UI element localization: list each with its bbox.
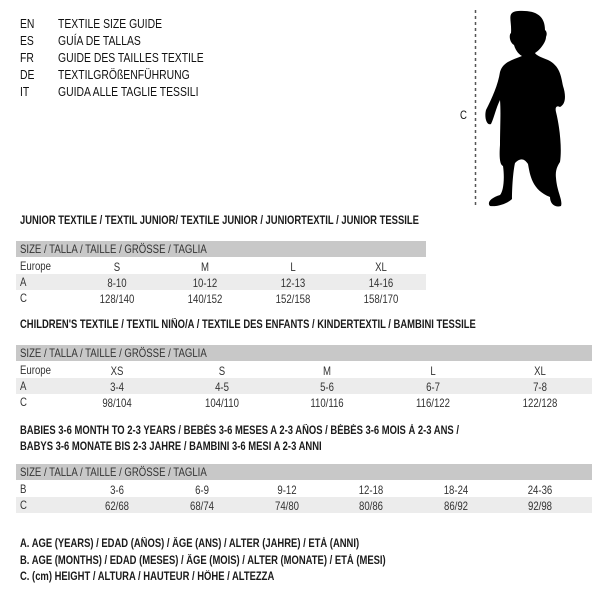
table-cell: 14-16: [368, 276, 394, 290]
table-cell: 3-4: [110, 380, 124, 394]
row-label: Europe: [20, 259, 51, 273]
table-cell: 92/98: [527, 499, 553, 513]
lang-code: EN: [20, 16, 35, 31]
table-cell: 62/68: [104, 499, 130, 513]
table-cell: 6-9: [195, 483, 209, 497]
table-row: A 3-4 4-5 5-6 6-7 7-8: [16, 378, 592, 394]
table-cell: 10-12: [192, 276, 218, 290]
lang-title: GUIDE DES TAILLES TEXTILE: [58, 50, 204, 65]
table-cell: 140/152: [187, 292, 223, 306]
table-cell: 5-6: [320, 380, 334, 394]
table-cell: 8-10: [107, 276, 127, 290]
table-header: SIZE / TALLA / TAILLE / GRÖSSE / TAGLIA: [16, 241, 426, 257]
lang-code: FR: [20, 50, 34, 65]
table-cell: 110/116: [310, 396, 344, 410]
row-label: B: [20, 482, 27, 496]
table-header: SIZE / TALLA / TAILLE / GRÖSSE / TAGLIA: [16, 464, 592, 480]
table-cell: XL: [375, 260, 387, 274]
table-row: Europe XS S M L XL: [16, 362, 592, 378]
table-cell: S: [113, 260, 121, 274]
lang-code: IT: [20, 84, 30, 99]
row-label: C: [20, 291, 27, 305]
table-cell: XS: [110, 364, 124, 378]
table-cell: M: [323, 364, 331, 378]
table-cell: 68/74: [189, 499, 215, 513]
table-cell: 6-7: [426, 380, 440, 394]
table-cell: XL: [534, 364, 546, 378]
table-header: SIZE / TALLA / TAILLE / GRÖSSE / TAGLIA: [16, 345, 592, 361]
height-label: C: [460, 108, 467, 122]
baby-silhouette: [485, 10, 565, 207]
table-row: Europe S M L XL: [16, 258, 426, 274]
legend-item-c: C. (cm) HEIGHT / ALTURA / HAUTEUR / HÖHE…: [20, 571, 275, 583]
table-cell: 158/170: [363, 292, 399, 306]
table-cell: 3-6: [110, 483, 124, 497]
table-cell: 122/128: [522, 396, 558, 410]
table-row: C 62/68 68/74 74/80 80/86 86/92 92/98: [16, 497, 592, 513]
table-heading: JUNIOR TEXTILE / TEXTIL JUNIOR/ TEXTILE …: [20, 215, 419, 227]
table-cell: 152/158: [275, 292, 311, 306]
row-label: C: [20, 395, 27, 409]
table-header-label: SIZE / TALLA / TAILLE / GRÖSSE / TAGLIA: [20, 346, 207, 360]
table-cell: 12-18: [358, 483, 384, 497]
table-row: C 98/104 104/110 110/116 116/122 122/128: [16, 394, 592, 410]
baby-silhouette-icon: [474, 10, 565, 208]
row-label: A: [20, 275, 27, 289]
table-row: B 3-6 6-9 9-12 12-18 18-24 24-36: [16, 481, 592, 497]
legend-item-a: A. AGE (YEARS) / EDAD (AÑOS) / ÂGE (ANS)…: [20, 538, 360, 550]
legend-item-b: B. AGE (MONTHS) / EDAD (MESES) / ÂGE (MO…: [20, 555, 386, 567]
table-cell: L: [290, 260, 296, 274]
table-cell: 18-24: [443, 483, 469, 497]
table-row: A 8-10 10-12 12-13 14-16: [16, 274, 426, 290]
lang-title: GUÍA DE TALLAS: [58, 33, 141, 48]
lang-code: DE: [20, 67, 35, 82]
table-heading: BABIES 3-6 MONTH TO 2-3 YEARS / BEBÉS 3-…: [20, 425, 459, 437]
table-cell: 7-8: [533, 380, 547, 394]
table-cell: L: [430, 364, 436, 378]
table-cell: 116/122: [416, 396, 450, 410]
table-heading: CHILDREN'S TEXTILE / TEXTIL NIÑO/A / TEX…: [20, 319, 476, 331]
table-cell: 9-12: [277, 483, 297, 497]
table-cell: 128/140: [99, 292, 135, 306]
table-cell: 98/104: [102, 396, 132, 410]
table-cell: 24-36: [527, 483, 553, 497]
lang-title: TEXTILGRÖßENFÜHRUNG: [58, 67, 190, 82]
lang-title: TEXTILE SIZE GUIDE: [58, 16, 163, 31]
table-cell: S: [218, 364, 226, 378]
row-label: C: [20, 498, 27, 512]
lang-code: ES: [20, 33, 34, 48]
table-cell: 74/80: [274, 499, 300, 513]
table-header-label: SIZE / TALLA / TAILLE / GRÖSSE / TAGLIA: [20, 465, 207, 479]
table-cell: M: [201, 260, 209, 274]
lang-title: GUIDA ALLE TAGLIE TESSILI: [58, 84, 199, 99]
table-cell: 12-13: [280, 276, 306, 290]
table-heading: BABYS 3-6 MONATE BIS 2-3 JAHRE / BAMBINI…: [20, 441, 322, 453]
table-cell: 80/86: [358, 499, 384, 513]
table-row: C 128/140 140/152 152/158 158/170: [16, 290, 426, 306]
table-cell: 4-5: [215, 380, 229, 394]
row-label: A: [20, 379, 27, 393]
table-cell: 86/92: [443, 499, 469, 513]
table-cell: 104/110: [205, 396, 239, 410]
row-label: Europe: [20, 363, 51, 377]
table-header-label: SIZE / TALLA / TAILLE / GRÖSSE / TAGLIA: [20, 242, 207, 256]
